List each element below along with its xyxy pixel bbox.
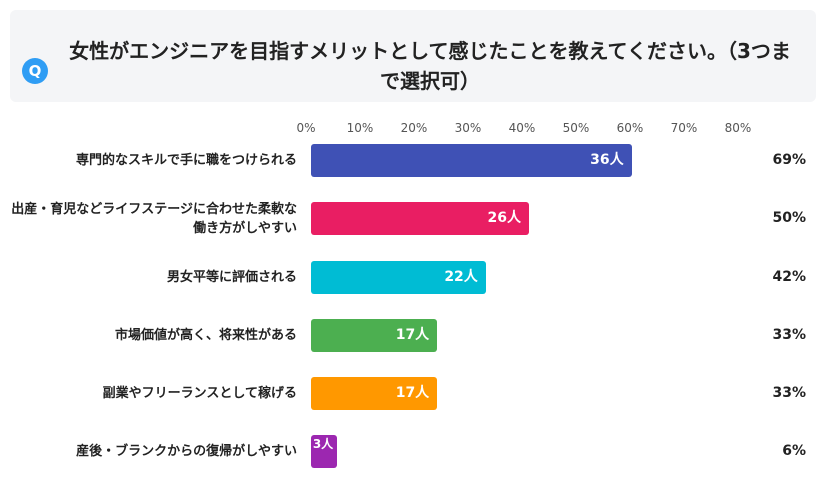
bar-count-label: 3人	[312, 437, 334, 451]
category-label: 産後・ブランクからの復帰がしやすい	[76, 444, 297, 459]
category-label: 男女平等に評価される	[166, 270, 297, 285]
bar: 26人	[311, 202, 529, 235]
question-title: 女性がエンジニアを目指すメリットとして感じたことを教えてください。（3つまで選択…	[69, 39, 791, 93]
bar-count-label: 17人	[395, 327, 430, 343]
percent-label: 6%	[782, 443, 806, 459]
bar-count-label: 36人	[590, 152, 624, 168]
percent-label: 42%	[772, 269, 806, 285]
percent-label: 33%	[772, 327, 806, 343]
percent-label: 69%	[772, 152, 806, 168]
x-tick-label: 60%	[616, 121, 644, 135]
bar: 17人	[311, 319, 438, 352]
bar: 17人	[311, 377, 438, 410]
bar: 22人	[311, 261, 486, 294]
x-tick-label: 50%	[562, 121, 590, 135]
category-label: 専門的なスキルで手に職をつけられる	[75, 153, 297, 168]
category-label: 市場価値が高く、将来性がある	[114, 328, 297, 343]
percent-label: 33%	[772, 385, 806, 401]
category-label: 副業やフリーランスとして稼げる	[102, 386, 297, 401]
x-tick-label: 10%	[346, 121, 374, 135]
x-tick-label: 70%	[670, 121, 698, 135]
x-tick-label: 20%	[400, 121, 428, 135]
x-tick-label: 40%	[508, 121, 536, 135]
x-tick-label: 80%	[724, 121, 752, 135]
bar: 36人	[311, 144, 632, 177]
bar-count-label: 17人	[395, 385, 430, 401]
bar-count-label: 22人	[444, 269, 478, 285]
percent-label: 50%	[772, 210, 806, 226]
x-tick-label: 30%	[454, 121, 482, 135]
question-box: Q 女性がエンジニアを目指すメリットとして感じたことを教えてください。（3つまで…	[10, 10, 816, 102]
bar: 3人	[311, 435, 337, 468]
category-label: 出産・育児などライフステージに合わせた柔軟な働き方がしやすい	[11, 201, 297, 236]
x-tick-label: 0%	[296, 121, 316, 135]
bar-count-label: 26人	[487, 210, 521, 226]
question-badge: Q	[22, 58, 48, 84]
